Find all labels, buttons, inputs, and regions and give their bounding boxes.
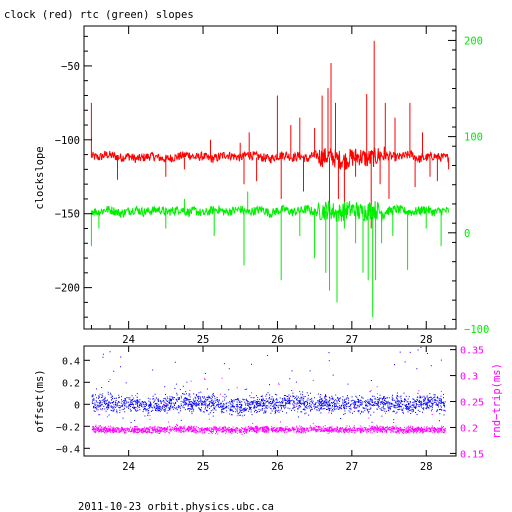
bottom-y2-tick-label: 0.2: [460, 423, 478, 434]
top-right-axis: 200 100 0 −100: [448, 30, 489, 336]
top-chart: −50 −100 −150 −200 200 100 0 −100 24 25 26 27 28 c…: [34, 25, 489, 346]
bottom-plot-frame: [83, 345, 457, 457]
bottom-x-tick-label: 25: [197, 461, 210, 473]
rnd-trip-scatter-points: [91, 377, 446, 435]
top-y-tick-label: −50: [61, 61, 80, 73]
offset-scatter-points: [91, 346, 446, 434]
top-y2-tick-label: 100: [464, 132, 483, 144]
top-plot-frame: [83, 25, 457, 330]
bottom-left-axis: 0.4 0.2 0 −0.2 −0.4: [56, 356, 90, 455]
top-x-tick-label: 25: [197, 334, 210, 346]
top-x-axis: 24 25 26 27 28: [90, 26, 446, 346]
bottom-right-axis: 0.35 0.3 0.25 0.2 0.15: [450, 346, 484, 460]
bottom-y-axis-label: offset(ms): [34, 369, 46, 432]
footer-caption: 2011-10-23 orbit.physics.ubc.ca: [78, 501, 274, 512]
top-x-tick-label: 24: [122, 334, 135, 346]
bottom-y-tick-label: −0.4: [56, 444, 80, 455]
top-y2-tick-label: 0: [464, 228, 470, 240]
bottom-chart: 0.40.20−0.2−0.4 0.350.30.250.20.15 24 25 2…: [34, 345, 503, 473]
rtc-series-line: [91, 200, 450, 223]
bottom-x-tick-label: 27: [346, 461, 359, 473]
top-y-tick-label: −100: [55, 135, 80, 147]
bottom-y2-tick-label: 0.3: [460, 372, 478, 383]
bottom-x-tick-label: 28: [420, 461, 433, 473]
clock-series-line: [90, 146, 449, 170]
bottom-y2-tick-label: 0.25: [460, 398, 484, 409]
top-y-tick-label: −150: [55, 209, 80, 221]
top-y-tick-label: −200: [55, 283, 80, 295]
bottom-y2-axis-label: rnd−trip(ms): [491, 363, 503, 439]
top-plot-series: [90, 40, 450, 318]
top-x-tick-label: 27: [346, 334, 359, 346]
top-y2-tick-label: −100: [464, 324, 489, 336]
bottom-y-tick-label: 0: [74, 400, 80, 411]
bottom-x-axis: 24 25 26 27 28: [122, 346, 433, 473]
top-y-axis-label: clockslope: [34, 146, 46, 209]
top-x-tick-label: 28: [420, 334, 433, 346]
top-left-axis: −50 −100 −150 −200: [55, 35, 92, 318]
bottom-x-tick-label: 24: [122, 461, 135, 473]
bottom-x-tick-label: 26: [271, 461, 284, 473]
top-y2-tick-label: 200: [464, 35, 483, 47]
bottom-y2-tick-label: 0.15: [460, 449, 484, 460]
bottom-y2-tick-label: 0.35: [460, 346, 484, 357]
bottom-y-tick-label: 0.2: [62, 378, 80, 389]
top-x-tick-label: 26: [271, 334, 284, 346]
bottom-y-tick-label: 0.4: [62, 356, 80, 367]
bottom-y-tick-label: −0.2: [56, 422, 80, 433]
chart-title: clock (red) rtc (green) slopes: [4, 9, 194, 21]
bottom-plot-series: [91, 346, 446, 435]
